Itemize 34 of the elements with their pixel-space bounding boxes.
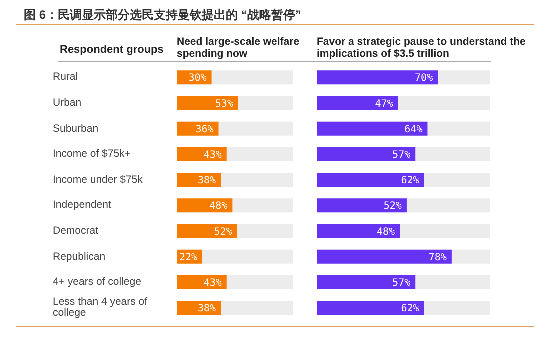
y-tick-label: Urban [53, 96, 82, 109]
y-tick-label: Rural [53, 71, 78, 84]
y-tick-label: Suburban [53, 122, 99, 134]
data-label: 52% [384, 201, 402, 212]
data-label: 78% [428, 252, 447, 264]
y-tick-label: Independent [53, 199, 112, 212]
data-label: 30% [188, 73, 207, 84]
data-label: 62% [401, 176, 420, 187]
data-label: 52% [214, 226, 232, 238]
chart-subtitle: Need large-scale welfare spending now [177, 36, 301, 60]
data-label: 64% [404, 124, 423, 136]
data-label: 47% [375, 98, 394, 110]
y-tick-label: 4+ years of college [53, 276, 142, 288]
y-tick-label: Less than 4 years of college [53, 296, 149, 320]
data-label: 48% [376, 226, 396, 238]
y-tick-label: Income of $75k+ [53, 148, 131, 160]
y-tick-label: Republican [53, 250, 106, 262]
y-tick-label: Democrat [53, 224, 99, 237]
data-label: 62% [401, 304, 420, 315]
y-tick-label: Income under $75k [53, 174, 143, 186]
y-axis-title: Respondent groups [60, 44, 164, 56]
data-label: 48% [210, 201, 228, 212]
data-label: 70% [415, 73, 434, 84]
chart-title: Favor a strategic pause to understand the implications of $3.5 trillion [317, 36, 527, 60]
data-label: 57% [392, 278, 411, 289]
data-label: 53% [215, 98, 234, 110]
data-label: 22% [179, 252, 198, 264]
data-label: 38% [198, 304, 216, 315]
data-label: 57% [392, 150, 411, 161]
data-label: 43% [204, 278, 222, 289]
data-label: 36% [196, 124, 214, 136]
data-label: 38% [198, 176, 216, 187]
data-label: 43% [204, 150, 222, 161]
chart-title: 图 6：民调显示部分选民支持曼钦提出的 “战略暂停” [24, 7, 302, 24]
